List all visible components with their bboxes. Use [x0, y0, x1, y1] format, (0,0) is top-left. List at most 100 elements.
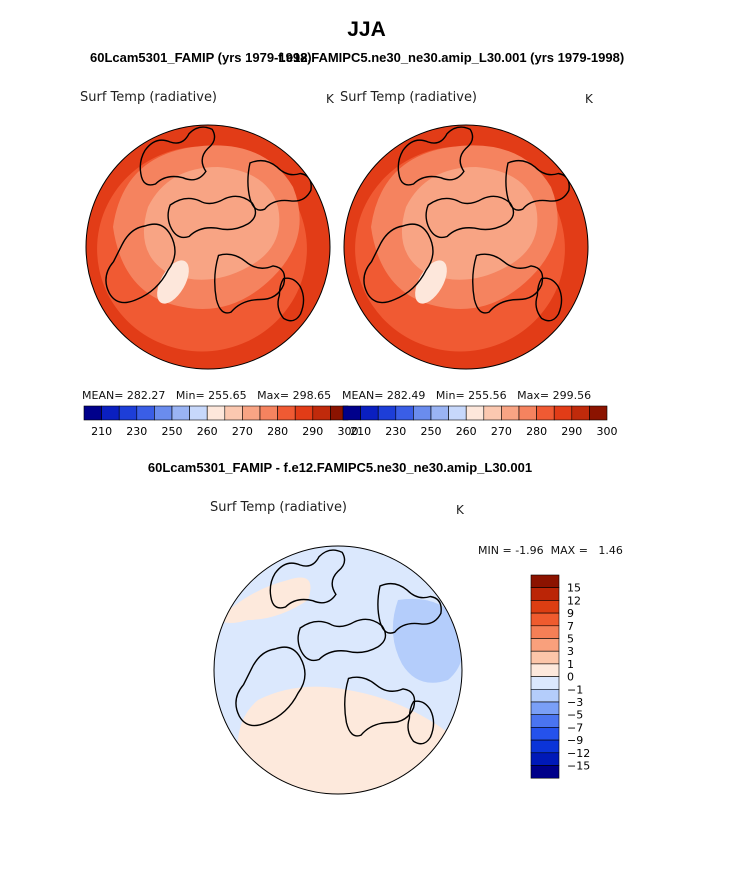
right-mean-label: MEAN= — [342, 389, 384, 402]
diff-cbar-swatch-9 — [530, 688, 560, 703]
diff-cbar-tick-5: 3 — [567, 645, 574, 658]
left-cbar-swatch-10 — [259, 405, 278, 421]
diff-cbar-swatch-10 — [530, 701, 560, 715]
left-cbar-tick-7: 300 — [338, 425, 359, 438]
left-cbar-tick-1: 230 — [126, 425, 147, 438]
diff-variable-label: Surf Temp (radiative) — [210, 500, 348, 515]
right-variable-label: Surf Temp (radiative) — [340, 90, 478, 105]
right-cbar-tick-7: 300 — [597, 425, 618, 438]
diff-cbar-tick-10: −5 — [567, 709, 583, 722]
right-cbar-swatch-11 — [536, 405, 555, 421]
diff-cbar-tick-8: −1 — [567, 683, 583, 696]
diff-cbar-tick-3: 7 — [567, 620, 574, 633]
diff-max-label: MAX = — [550, 544, 588, 557]
right-mean-value: 282.49 — [386, 389, 426, 402]
left-map-title: 60Lcam5301_FAMIP (yrs 1979-1998) — [90, 50, 312, 65]
diff-cbar-swatch-3 — [530, 612, 560, 627]
left-units-label: K — [326, 92, 334, 106]
right-cbar-swatch-5 — [430, 405, 449, 421]
diff-cbar-tick-11: −7 — [567, 721, 583, 734]
diff-cbar-swatch-13 — [530, 739, 560, 754]
right-cbar-tick-2: 250 — [421, 425, 442, 438]
diff-cbar-tick-2: 9 — [567, 607, 574, 620]
left-cbar-swatch-11 — [277, 405, 296, 421]
diff-cbar-swatch-14 — [530, 752, 560, 766]
right-units-label: K — [585, 92, 593, 106]
left-cbar-swatch-2 — [118, 405, 138, 421]
left-cbar-swatch-4 — [154, 405, 173, 421]
right-cbar-tick-5: 280 — [526, 425, 547, 438]
diff-cbar-tick-1: 12 — [567, 594, 581, 607]
right-cbar-swatch-9 — [501, 405, 520, 421]
right-cbar-tick-3: 260 — [456, 425, 477, 438]
left-variable-label: Surf Temp (radiative) — [80, 90, 218, 105]
diff-cbar-swatch-6 — [530, 650, 560, 665]
left-max-value: 298.65 — [292, 389, 332, 402]
left-cbar-swatch-0 — [83, 405, 102, 421]
diff-cbar-swatch-4 — [530, 625, 560, 639]
right-cbar-tick-0: 210 — [350, 425, 371, 438]
right-cbar-swatch-2 — [377, 405, 397, 421]
diff-min-value: -1.96 — [515, 544, 544, 557]
diff-cbar-tick-4: 5 — [567, 633, 574, 646]
right-cbar-swatch-10 — [518, 405, 537, 421]
left-cbar-swatch-6 — [189, 405, 208, 421]
diff-min-label: MIN = — [478, 544, 512, 557]
left-min-label: Min= — [175, 389, 205, 402]
left-map-field — [86, 125, 330, 369]
right-map-field — [344, 125, 588, 369]
left-cbar-tick-3: 260 — [197, 425, 218, 438]
right-cbar-swatch-6 — [448, 405, 467, 421]
right-cbar-swatch-4 — [413, 405, 432, 421]
right-min-value: 255.56 — [468, 389, 507, 402]
diff-cbar-tick-13: −12 — [567, 747, 590, 760]
left-cbar-swatch-5 — [171, 405, 190, 421]
diff-cbar-tick-14: −15 — [567, 760, 590, 773]
diff-cbar-swatch-12 — [530, 727, 560, 741]
left-map-arctic-ocean — [143, 167, 280, 280]
right-map-border — [343, 124, 589, 370]
right-cbar-swatch-1 — [360, 405, 379, 421]
left-cbar-swatch-8 — [224, 405, 243, 421]
left-cbar-tick-2: 250 — [162, 425, 183, 438]
left-cbar-swatch-7 — [206, 405, 226, 421]
diff-map-border — [213, 545, 463, 795]
diff-map-field — [214, 546, 462, 794]
diff-cbar-swatch-5 — [530, 638, 560, 652]
diff-cbar-swatch-1 — [530, 587, 560, 601]
right-cbar-swatch-14 — [589, 405, 608, 421]
right-cbar-tick-4: 270 — [491, 425, 512, 438]
right-max-value: 299.56 — [552, 389, 592, 402]
right-cbar-swatch-3 — [395, 405, 414, 421]
diff-map-patch-na — [218, 577, 311, 623]
left-map-border — [85, 124, 331, 370]
left-stats: MEAN= 282.27 Min= 255.65 Max= 298.65 — [82, 389, 331, 402]
diff-cbar-tick-0: 15 — [567, 582, 581, 595]
diff-map-title: 60Lcam5301_FAMIP - f.e12.FAMIPC5.ne30_ne… — [147, 460, 533, 475]
diff-map-patch-siberia — [392, 598, 462, 683]
right-max-label: Max= — [517, 389, 550, 402]
left-cbar-tick-5: 280 — [267, 425, 288, 438]
right-cbar-swatch-8 — [483, 405, 502, 421]
left-min-value: 255.65 — [208, 389, 247, 402]
right-cbar-swatch-13 — [571, 405, 590, 421]
diff-cbar-swatch-11 — [530, 714, 560, 728]
left-max-label: Max= — [257, 389, 290, 402]
right-min-label: Min= — [435, 389, 465, 402]
diff-max-value: 1.46 — [598, 544, 623, 557]
right-map-greenland-interior — [415, 260, 447, 304]
left-cbar-swatch-1 — [101, 405, 120, 421]
right-cbar-tick-1: 230 — [385, 425, 406, 438]
right-cbar-swatch-12 — [553, 405, 573, 421]
right-cbar-tick-6: 290 — [561, 425, 582, 438]
right-cbar-swatch-0 — [342, 405, 361, 421]
left-cbar-tick-0: 210 — [91, 425, 112, 438]
diff-cbar-swatch-8 — [530, 676, 560, 690]
left-cbar-tick-4: 270 — [232, 425, 253, 438]
left-mean-label: MEAN= — [82, 389, 124, 402]
right-stats: MEAN= 282.49 Min= 255.56 Max= 299.56 — [342, 389, 591, 402]
diff-cbar-tick-12: −9 — [567, 734, 583, 747]
diff-cbar-tick-7: 0 — [567, 671, 574, 684]
left-cbar-swatch-12 — [294, 405, 314, 421]
